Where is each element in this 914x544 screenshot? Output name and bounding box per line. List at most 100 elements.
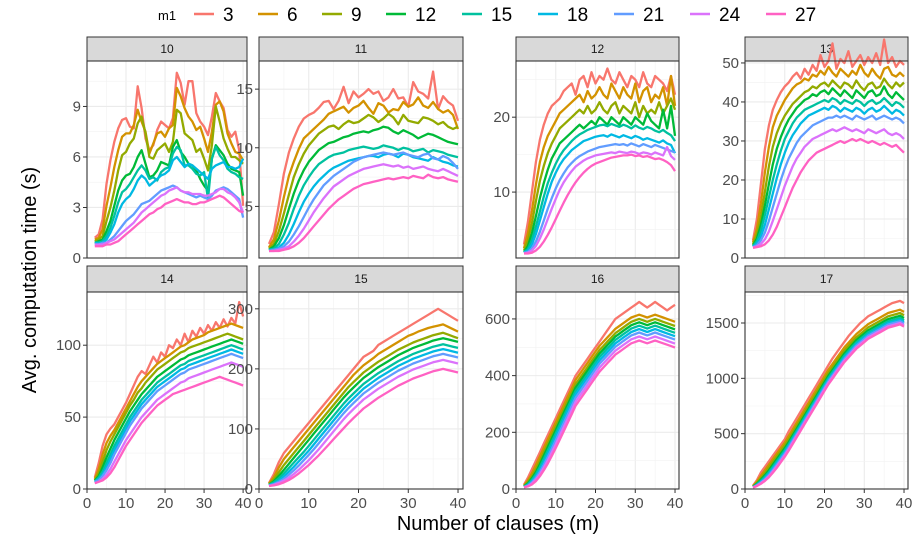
series-line-12 <box>751 85 905 247</box>
y-tick-label: 400 <box>485 368 510 385</box>
y-tick-label: 0 <box>73 481 81 498</box>
series-line-9 <box>751 77 905 245</box>
legend-label-6: 6 <box>287 5 298 26</box>
x-axis-title: Number of clauses (m) <box>397 513 599 535</box>
y-tick-label: 30 <box>722 133 739 150</box>
x-tick-label: 20 <box>157 495 174 512</box>
x-tick-label: 40 <box>450 495 467 512</box>
series-line-18 <box>523 327 676 489</box>
legend-label-24: 24 <box>719 5 741 26</box>
x-tick-label: 0 <box>255 495 263 512</box>
series-line-15 <box>94 145 244 244</box>
panel-strip-label: 14 <box>160 272 174 286</box>
panel-strip <box>515 265 680 293</box>
panel-strip-label: 11 <box>355 42 368 56</box>
x-tick-label: 10 <box>776 495 793 512</box>
y-tick-label: 50 <box>722 55 739 72</box>
series-line-9 <box>94 105 244 243</box>
panel-10: 10 0 3 6 9 <box>73 36 248 267</box>
legend-label-9: 9 <box>351 5 362 26</box>
panel-strip <box>744 265 909 293</box>
series-line-12 <box>523 321 676 488</box>
series-line-24 <box>94 361 244 485</box>
panel-border <box>258 291 464 490</box>
series-line-15 <box>268 144 459 251</box>
panel-border <box>515 60 680 259</box>
series-line-3 <box>522 300 676 486</box>
series-line-27 <box>269 173 459 253</box>
legend-item-27: 27 <box>766 5 816 26</box>
panel-strip <box>86 36 248 62</box>
panel-border <box>86 60 248 259</box>
series-line-3 <box>267 307 459 484</box>
legend-item-12: 12 <box>386 5 436 26</box>
x-tick-label: 40 <box>896 495 913 512</box>
panel-16: 16 0 200 400 600 0 10 20 30 40 <box>485 265 684 512</box>
panel-border <box>515 291 680 490</box>
series-line-12 <box>93 338 244 482</box>
x-tick-label: 40 <box>667 495 684 512</box>
series-line-21 <box>94 352 244 483</box>
x-tick-label: 0 <box>741 495 749 512</box>
legend-item-6: 6 <box>258 5 298 26</box>
x-tick-label: 30 <box>400 495 417 512</box>
x-tick-label: 20 <box>816 495 833 512</box>
series-line-6 <box>268 96 460 248</box>
series-line-12 <box>752 314 905 488</box>
y-tick-label: 0 <box>73 250 81 267</box>
legend-label-3: 3 <box>223 5 234 26</box>
series-line-21 <box>523 142 676 254</box>
x-tick-label: 0 <box>512 495 520 512</box>
series-line-6 <box>94 86 245 241</box>
series-line-27 <box>752 323 905 489</box>
series-line-27 <box>752 137 905 250</box>
series-line-9 <box>93 332 244 481</box>
panel-strip <box>258 265 464 293</box>
series-line-24 <box>523 145 676 255</box>
series-line-15 <box>752 96 905 247</box>
legend-item-24: 24 <box>690 5 741 26</box>
series-line-15 <box>523 122 676 253</box>
x-tick-label: 30 <box>856 495 873 512</box>
series-line-3 <box>93 300 245 478</box>
y-tick-label: 1000 <box>706 370 739 387</box>
y-tick-label: 10 <box>236 140 253 157</box>
panel-strip-label: 10 <box>160 42 174 56</box>
x-tick-label: 10 <box>547 495 564 512</box>
panel-17: 17 0 500 1000 1500 0 10 20 30 40 <box>706 265 913 512</box>
series-line-21 <box>268 352 459 487</box>
legend-label-18: 18 <box>567 5 588 26</box>
series-line-27 <box>523 339 676 489</box>
panel-strip-label: 16 <box>591 272 605 286</box>
panel-12: 12 10 20 <box>493 36 680 259</box>
y-tick-label: 200 <box>228 361 253 378</box>
series-line-24 <box>523 335 676 489</box>
y-tick-label: 9 <box>73 98 81 115</box>
series-line-24 <box>94 186 245 246</box>
series-line-6 <box>268 323 459 485</box>
series-line-6 <box>522 74 677 249</box>
y-tick-label: 100 <box>228 421 253 438</box>
x-tick-label: 10 <box>300 495 317 512</box>
series-line-15 <box>93 344 244 483</box>
series-line-3 <box>522 67 677 245</box>
panel-strip-label: 15 <box>354 272 368 286</box>
series-line-24 <box>752 126 905 249</box>
legend-item-9: 9 <box>322 5 362 26</box>
legend-item-18: 18 <box>538 5 588 26</box>
y-axis-title: Avg. computation time (s) <box>19 167 41 393</box>
y-tick-label: 500 <box>714 426 739 443</box>
legend-item-15: 15 <box>462 5 512 26</box>
series-line-3 <box>267 70 460 245</box>
x-tick-label: 10 <box>118 495 135 512</box>
series-line-18 <box>523 133 677 254</box>
legend-title: m1 <box>158 8 176 23</box>
legend-label-15: 15 <box>491 5 512 26</box>
y-tick-label: 20 <box>722 172 739 189</box>
series-line-27 <box>268 367 459 488</box>
series-line-18 <box>752 104 905 248</box>
panel-strip-label: 17 <box>820 272 834 286</box>
